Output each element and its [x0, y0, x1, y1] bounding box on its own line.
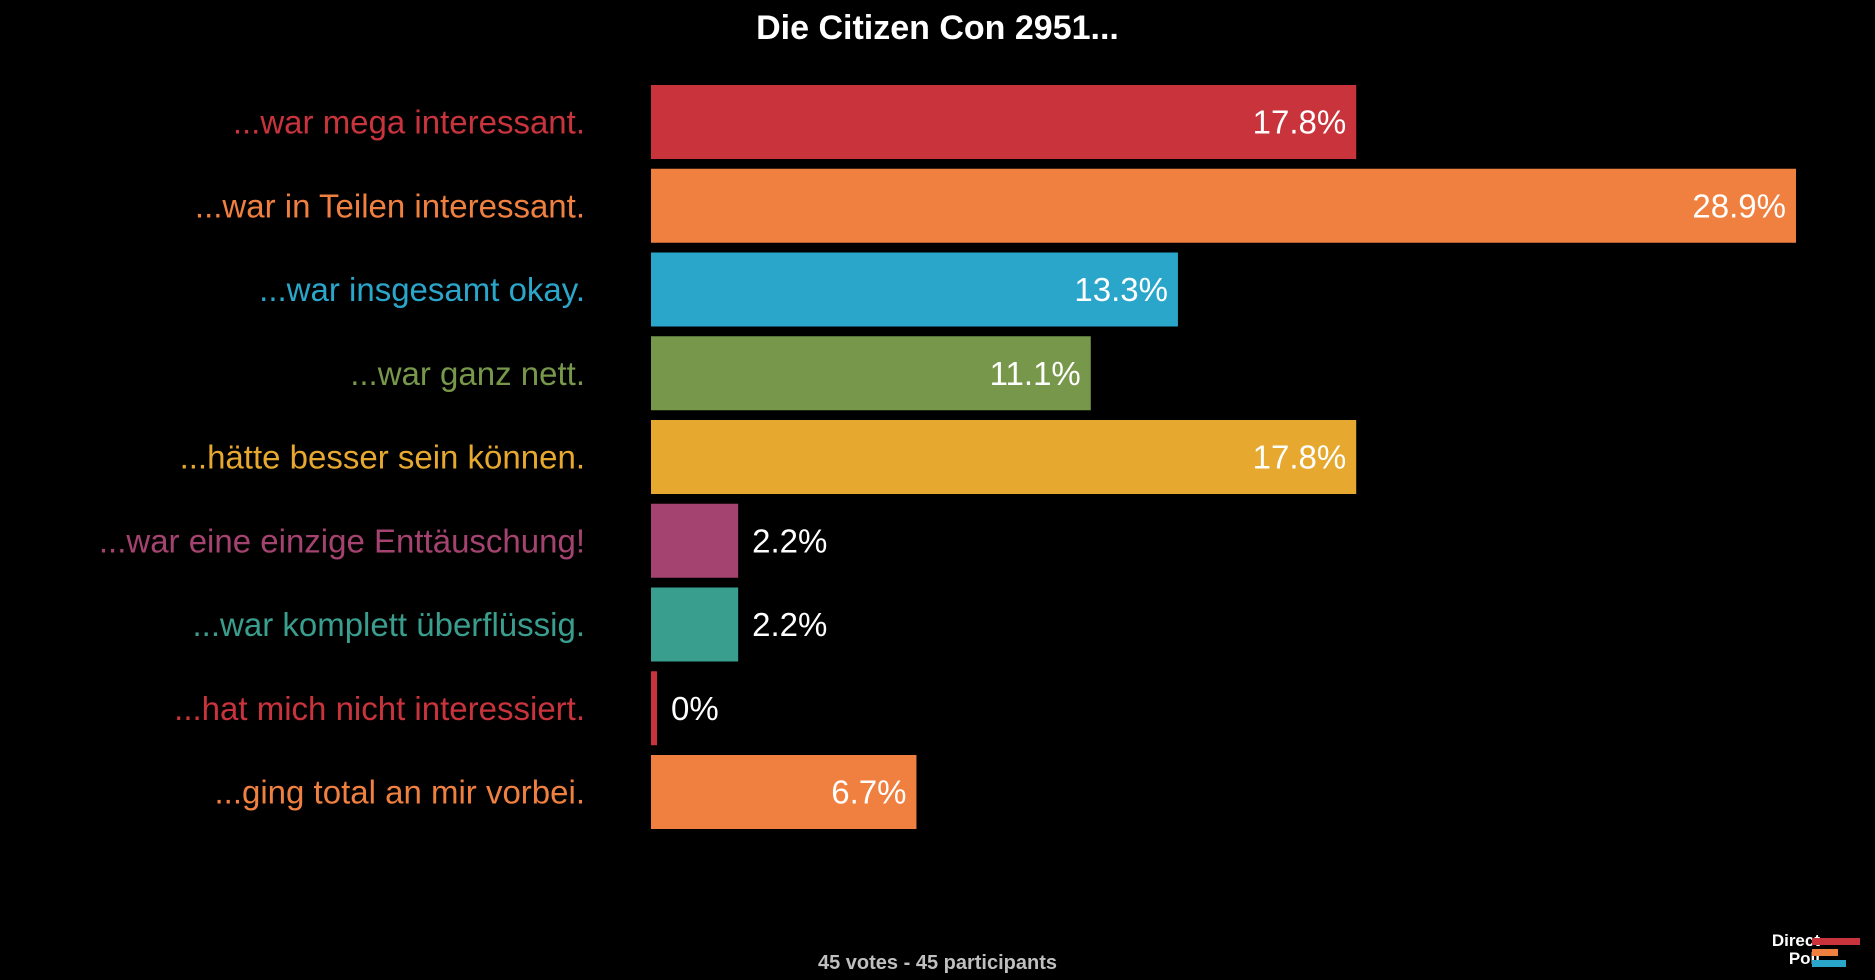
value-label: 17.8% — [1253, 104, 1347, 141]
bar — [651, 168, 1796, 243]
value-label: 6.7% — [831, 774, 906, 811]
bar — [651, 587, 739, 662]
category-label: ...ging total an mir vorbei. — [214, 774, 585, 811]
logo-bar-red — [1812, 938, 1860, 945]
category-label: ...war in Teilen interessant. — [195, 187, 585, 224]
category-label: ...war komplett überflüssig. — [193, 606, 586, 643]
vote-count-footer: 45 votes - 45 participants — [818, 952, 1057, 974]
category-label: ...war ganz nett. — [350, 355, 585, 392]
chart-title: Die Citizen Con 2951... — [756, 9, 1119, 47]
category-label: ...war insgesamt okay. — [259, 271, 585, 308]
category-label: ...war eine einzige Enttäuschung! — [99, 522, 585, 559]
bar — [651, 420, 1357, 494]
logo-bar-blue — [1812, 960, 1846, 967]
logo-bar-orange — [1812, 949, 1838, 956]
value-label: 2.2% — [752, 522, 827, 559]
bar — [651, 671, 657, 746]
bar — [651, 755, 917, 829]
value-label: 11.1% — [990, 355, 1081, 392]
category-label: ...war mega interessant. — [233, 104, 585, 141]
value-label: 13.3% — [1074, 271, 1168, 308]
directpoll-logo: Direct Poll — [1740, 930, 1860, 972]
category-label: ...hätte besser sein können. — [180, 439, 585, 476]
bar — [651, 252, 1178, 327]
bar — [651, 85, 1357, 159]
value-label: 28.9% — [1692, 187, 1786, 224]
value-label: 2.2% — [752, 606, 827, 643]
bar — [651, 336, 1091, 411]
logo-text-direct: Direct — [1771, 931, 1820, 950]
category-label: ...hat mich nicht interessiert. — [174, 690, 585, 727]
value-label: 17.8% — [1253, 439, 1347, 476]
bar — [651, 503, 739, 578]
value-label: 0% — [671, 690, 719, 727]
